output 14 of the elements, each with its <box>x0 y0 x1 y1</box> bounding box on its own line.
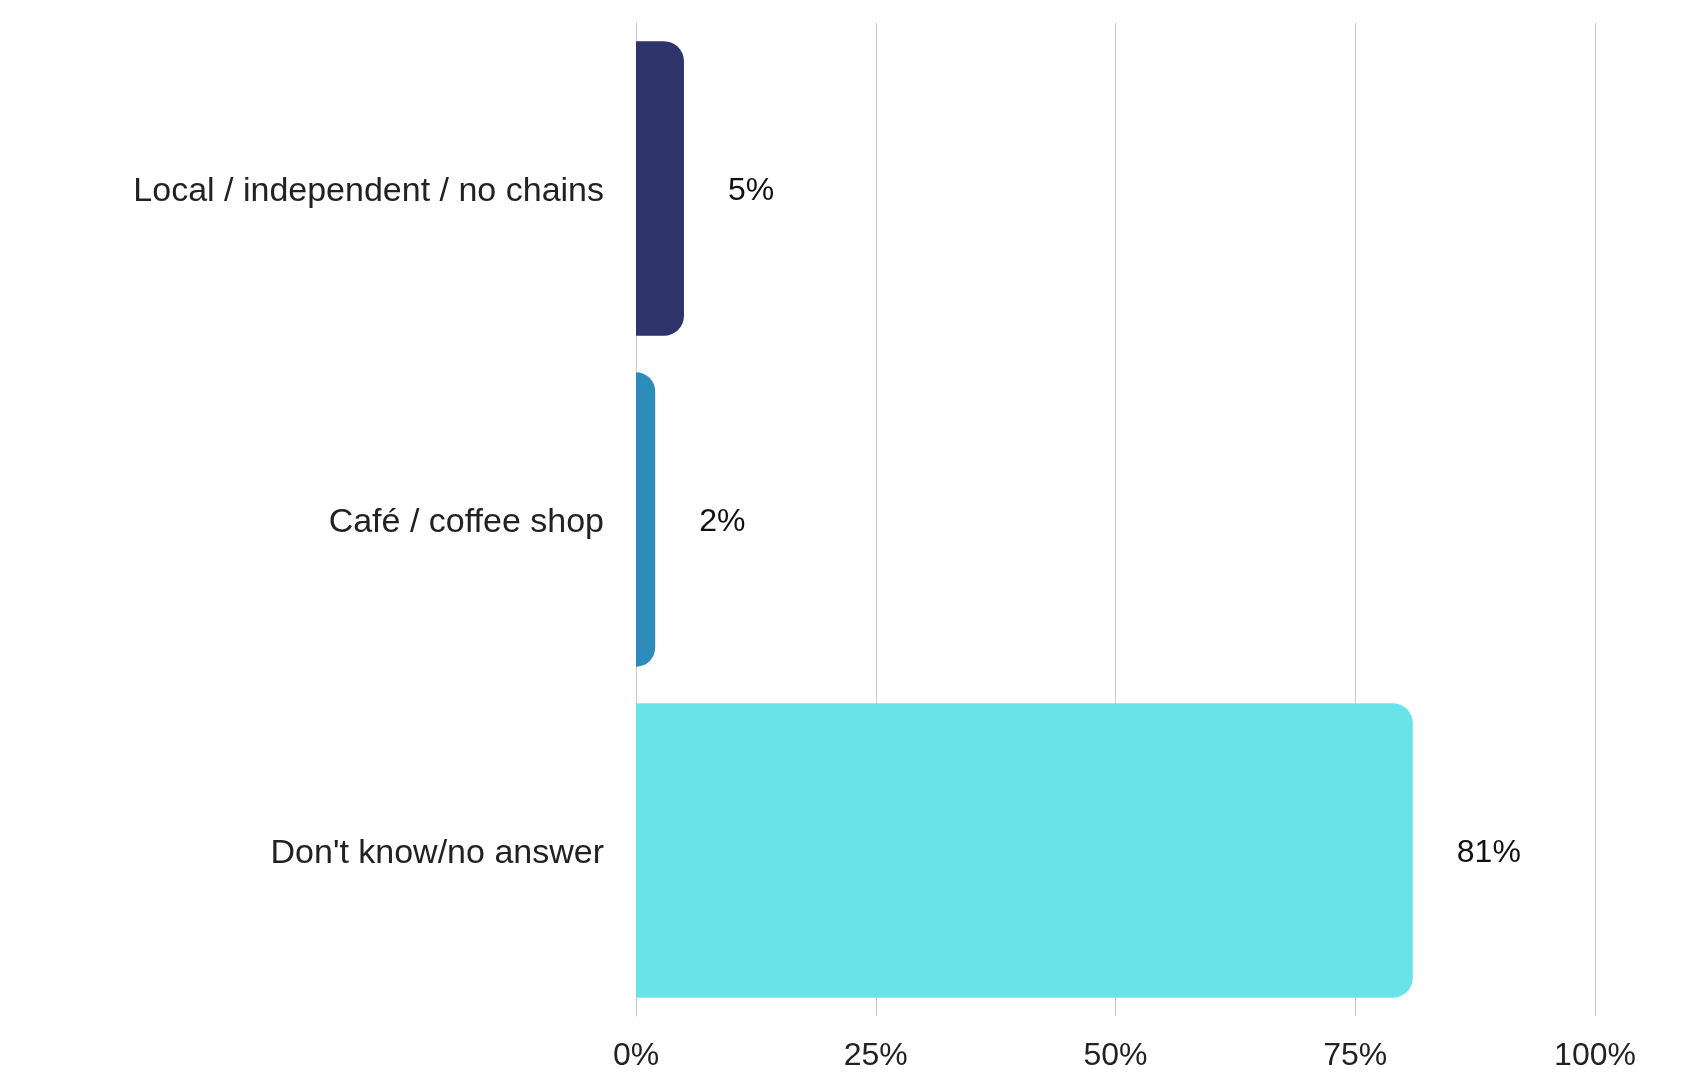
y-tick-label: Café / coffee shop <box>328 500 604 539</box>
data-label: 81% <box>1456 832 1521 869</box>
y-tick-label: Local / independent / no chains <box>133 169 604 208</box>
bar <box>636 41 684 336</box>
x-tick-label: 25% <box>843 1036 908 1072</box>
y-tick-label: Don't know/no answer <box>270 831 604 870</box>
data-label: 5% <box>727 170 775 207</box>
x-tick-label: 50% <box>1083 1036 1148 1072</box>
bar <box>636 703 1413 998</box>
x-tick-label: 0% <box>612 1036 660 1072</box>
data-label: 2% <box>699 501 746 538</box>
x-tick-label: 75% <box>1323 1036 1388 1072</box>
x-tick-label: 100% <box>1554 1036 1636 1072</box>
bar <box>636 372 656 667</box>
